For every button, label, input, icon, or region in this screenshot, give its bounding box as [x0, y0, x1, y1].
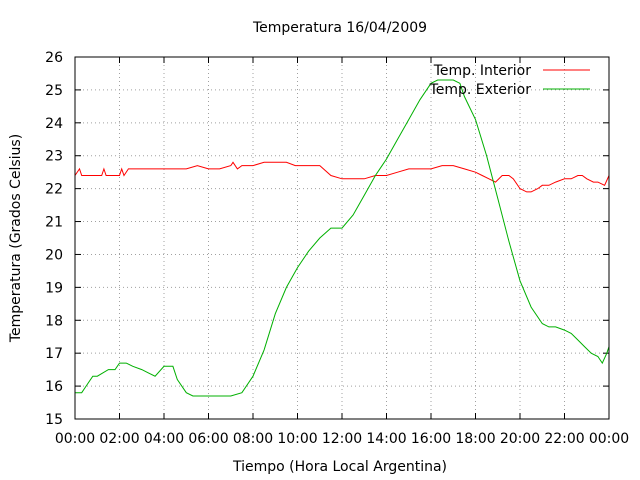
x-tick-label: 22:00 — [544, 431, 584, 447]
series-group — [74, 79, 610, 397]
y-tick-label: 18 — [45, 313, 63, 329]
x-tick-label: 16:00 — [411, 431, 451, 447]
y-tick-label: 16 — [45, 379, 63, 395]
x-tick-label: 12:00 — [322, 431, 362, 447]
x-tick-label: 14:00 — [366, 431, 406, 447]
y-tick-label: 17 — [45, 346, 63, 362]
grid — [75, 57, 609, 419]
y-tick-label: 15 — [45, 412, 63, 428]
x-tick-label: 06:00 — [188, 431, 228, 447]
y-tick-label: 19 — [45, 280, 63, 296]
x-tick-label: 02:00 — [99, 431, 139, 447]
y-tick-label: 21 — [45, 215, 63, 231]
x-axis-label: Tiempo (Hora Local Argentina) — [232, 459, 447, 475]
legend: Temp. Interior Temp. Exterior — [429, 63, 590, 98]
legend-label-exterior: Temp. Exterior — [429, 82, 532, 98]
x-tick-label: 08:00 — [233, 431, 273, 447]
x-tick-label: 04:00 — [144, 431, 184, 447]
y-tick-label: 23 — [45, 149, 63, 165]
legend-label-interior: Temp. Interior — [433, 63, 532, 79]
y-tick-label: 24 — [45, 116, 63, 132]
x-tick-label: 10:00 — [277, 431, 317, 447]
series-line-interior — [74, 161, 610, 193]
x-axis: 00:00 02:00 04:00 06:00 08:00 10:00 12:00 14:00… — [55, 57, 629, 447]
series-line-exterior — [75, 79, 610, 397]
y-tick-label: 22 — [45, 182, 63, 198]
x-tick-label: 20:00 — [500, 431, 540, 447]
y-tick-label: 20 — [45, 247, 63, 263]
y-axis: 15 16 17 18 19 20 21 22 23 24 25 26 — [45, 50, 609, 428]
y-axis-label: Temperatura (Grados Celsius) — [8, 134, 24, 343]
x-tick-label: 18:00 — [455, 431, 495, 447]
y-tick-label: 25 — [45, 83, 63, 99]
chart-title: Temperatura 16/04/2009 — [252, 20, 427, 36]
plot-frame — [74, 56, 610, 420]
y-tick-label: 26 — [45, 50, 63, 66]
x-tick-label: 00:00 — [55, 431, 95, 447]
x-tick-label: 00:00 — [589, 431, 629, 447]
